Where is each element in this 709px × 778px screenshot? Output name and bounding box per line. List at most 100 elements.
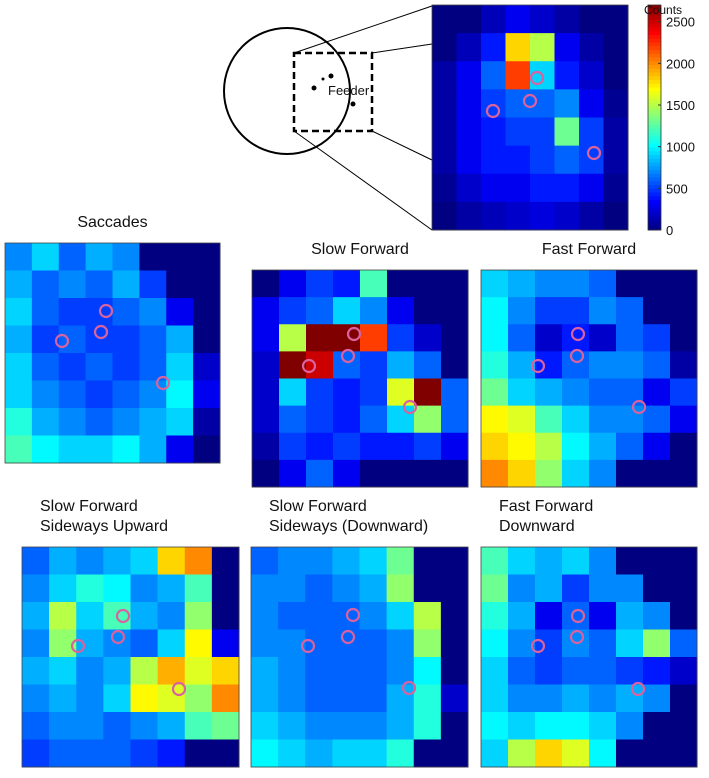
colorbar-segment [648, 76, 661, 81]
colorbar-segment [648, 110, 661, 115]
heatmap-cell [441, 459, 469, 488]
heatmap-cell [481, 351, 509, 379]
heatmap-cell [193, 243, 221, 271]
heatmap-cell [643, 712, 671, 740]
heatmap-cell [554, 5, 580, 34]
heatmap-cell [305, 629, 333, 658]
heatmap-cell [130, 629, 159, 658]
heatmap-cell [589, 712, 617, 740]
heatmap-cell [31, 380, 60, 409]
heatmap-cell [456, 61, 482, 90]
heatmap-cell [103, 657, 131, 685]
panel-frame [251, 269, 469, 488]
heatmap-cell [413, 657, 442, 685]
heatmap-cell [193, 380, 221, 409]
heatmap-cell [589, 351, 617, 379]
heatmap-cell [670, 405, 698, 434]
heatmap-cell [481, 89, 506, 118]
heatmap-cell [193, 353, 221, 381]
heatmap-cell [49, 712, 77, 740]
heatmap-cell [616, 657, 644, 685]
heatmap-cell [157, 547, 186, 575]
colorbar-segment [648, 162, 661, 167]
colorbar-segment [648, 218, 661, 223]
heatmap-cell [157, 574, 186, 603]
panel-frame [21, 546, 240, 768]
heatmap-cell [387, 351, 415, 379]
colorbar-segment [648, 12, 661, 17]
heatmap-cell [554, 201, 580, 231]
heatmap-cell [184, 684, 213, 713]
panel [431, 4, 629, 231]
heatmap-cell [535, 602, 563, 630]
heatmap-cell [332, 547, 360, 575]
heatmap-cell [643, 629, 671, 658]
heatmap-cell [333, 270, 361, 298]
heatmap-cell [441, 405, 469, 434]
heatmap-cell [508, 270, 536, 298]
heatmap-cell [535, 405, 563, 434]
heatmap-cell [5, 298, 33, 326]
heatmap-cell [670, 602, 698, 630]
heatmap-cell [333, 378, 361, 407]
heatmap-cell [456, 89, 482, 118]
heatmap-cell [251, 547, 279, 575]
panel [480, 269, 698, 488]
heatmap-cell [670, 297, 698, 325]
heatmap-cell [166, 243, 194, 271]
heatmap-cell [278, 547, 306, 575]
heatmap-cell [386, 629, 415, 658]
panel-frame [480, 269, 698, 488]
heatmap-cell [481, 459, 509, 488]
heatmap-cell [432, 5, 457, 34]
heatmap-cell [112, 408, 140, 436]
heatmap-cell [251, 574, 279, 603]
heatmap-cell [184, 739, 213, 768]
heatmap-cell [508, 657, 536, 685]
heatmap-cell [387, 405, 415, 434]
heatmap-cell [414, 297, 442, 325]
heatmap-cell [643, 547, 671, 575]
heatmap-cell [251, 739, 279, 768]
heatmap-cell [49, 574, 77, 603]
heatmap-cell [616, 574, 644, 603]
colorbar-segment [648, 117, 661, 122]
heatmap-cell [413, 684, 442, 713]
heatmap-cell [616, 459, 644, 488]
colorbar-segment [648, 72, 661, 77]
panel-title: Fast Forward [542, 241, 636, 258]
heatmap-cell [481, 33, 506, 62]
heatmap-cell [616, 405, 644, 434]
heatmap-cell [387, 459, 415, 488]
heatmap-cell [616, 432, 644, 461]
colorbar-segment [648, 31, 661, 36]
heatmap-cell [166, 408, 194, 436]
heatmap-cell [508, 351, 536, 379]
heatmap-cell [252, 351, 280, 379]
colorbar-segment [648, 188, 661, 193]
heatmap-cell [58, 298, 87, 326]
heatmap-cell [589, 547, 617, 575]
heatmap-cell [360, 351, 388, 379]
heatmap-cell [535, 657, 563, 685]
heatmap-cell [670, 432, 698, 461]
heatmap-cell [535, 378, 563, 407]
colorbar-segment [648, 136, 661, 141]
heatmap-cell [414, 324, 442, 352]
heatmap-cell [481, 684, 509, 713]
colorbar-segment [648, 98, 661, 103]
heatmap-cell [562, 739, 590, 768]
heatmap-cell [505, 33, 531, 62]
heatmap-cell [139, 408, 167, 436]
heatmap-cell [166, 325, 194, 354]
heatmap-cell [562, 712, 590, 740]
heatmap-cell [112, 435, 140, 464]
heatmap-cell [589, 297, 617, 325]
heatmap-cell [112, 270, 140, 299]
colorbar-segment [648, 177, 661, 182]
heatmap-cell [456, 145, 482, 175]
heatmap-cell [22, 602, 50, 630]
colorbar-segment [648, 20, 661, 25]
colorbar-segment [648, 166, 661, 171]
heatmap-cell [530, 145, 555, 175]
